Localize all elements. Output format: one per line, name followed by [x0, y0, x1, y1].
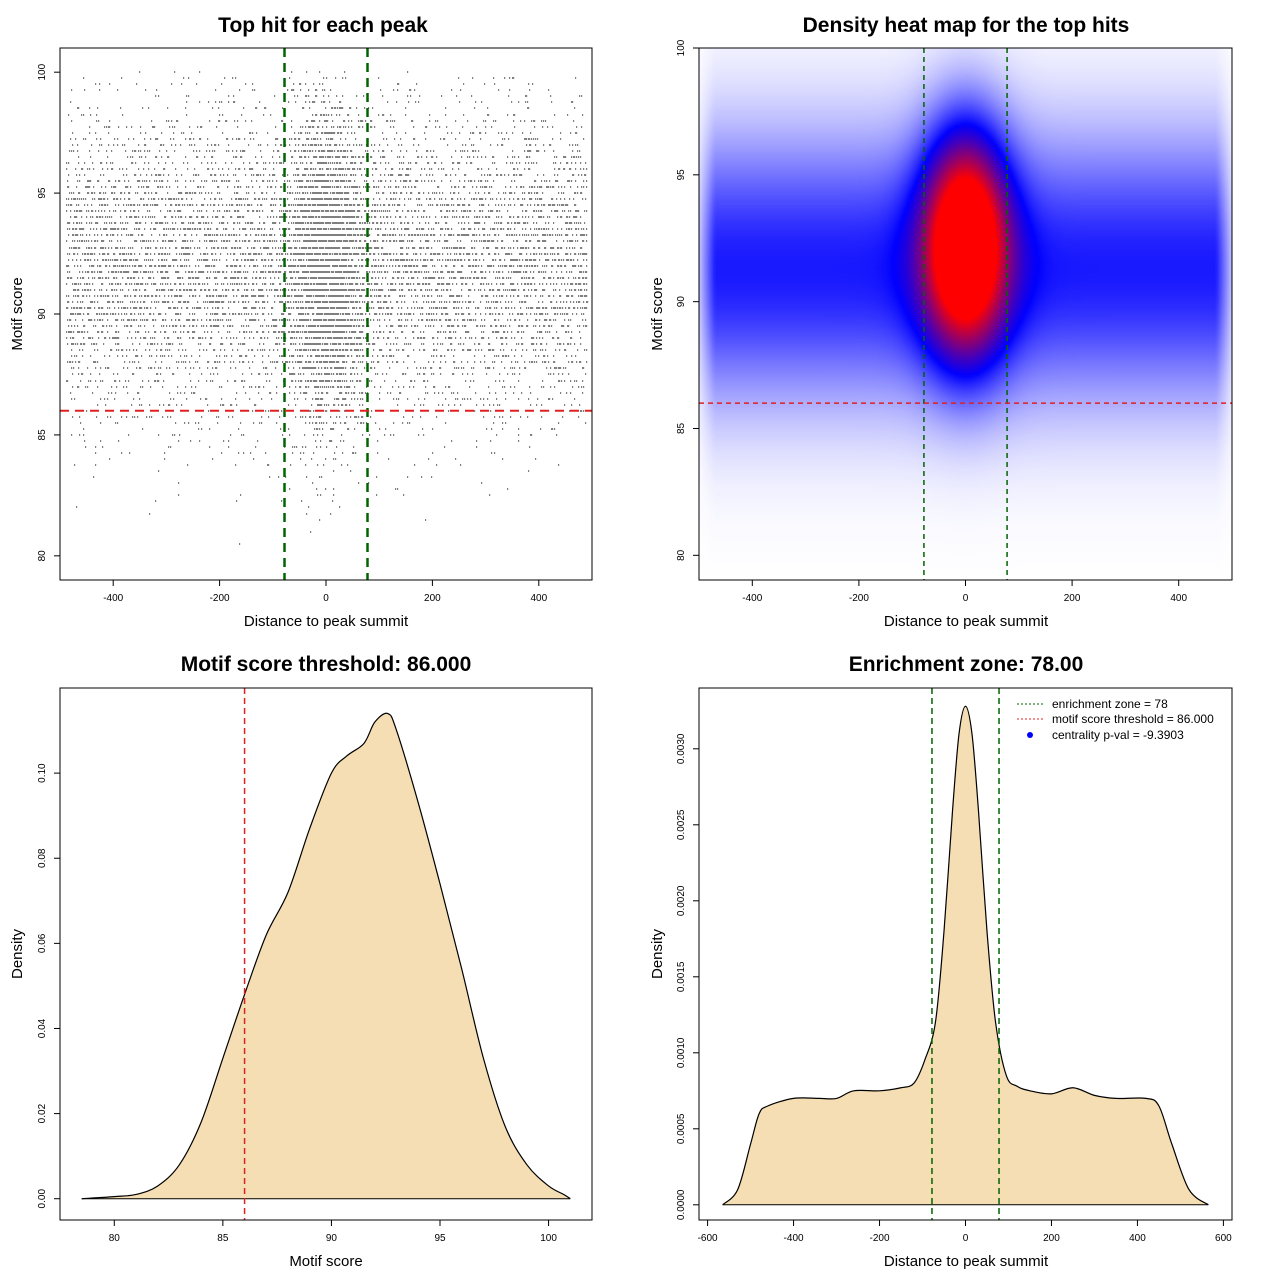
distance-density-y-tick-label: 0.0020 [676, 885, 687, 916]
heatmap-y-tick-label: 95 [676, 169, 687, 181]
distance-density-y-label: Density [649, 928, 666, 979]
score-density-y-label: Density [9, 928, 26, 979]
legend: enrichment zone = 78 motif score thresho… [1017, 697, 1214, 742]
heatmap-y-tick-label: 100 [676, 39, 687, 56]
distance-density-y-tick-label: 0.0005 [676, 1113, 687, 1144]
score-density-y-tick-label: 0.06 [37, 933, 48, 953]
heatmap-x-tick-label: 0 [963, 593, 969, 604]
scatter-y-tick-label: 85 [37, 429, 48, 441]
score-density-area [81, 713, 571, 1199]
heatmap-y-label: Motif score [649, 277, 666, 350]
score-density-x-tick-label: 90 [326, 1233, 338, 1244]
score-density-plot [81, 688, 571, 1220]
distance-density-y-tick-label: 0.0000 [676, 1189, 687, 1220]
distance-density-plot [722, 688, 1209, 1220]
score-density-y-tick-label: 0.08 [37, 848, 48, 868]
scatter-points [66, 71, 589, 545]
heatmap-x-label: Distance to peak summit [884, 613, 1049, 630]
distance-density-title: Enrichment zone: 78.00 [849, 653, 1084, 676]
score-density-x-axis: 80 85 90 95 100 [109, 1219, 557, 1244]
distance-density-x-tick-label: -200 [870, 1233, 890, 1244]
panel-scatter: Top hit for each peak -400 -200 0 200 400 80… [9, 14, 593, 630]
heatmap-y-tick-label: 80 [676, 549, 687, 561]
distance-density-x-tick-label: -400 [784, 1233, 804, 1244]
heatmap-y-axis: 80 85 90 95 100 [676, 39, 700, 561]
distance-density-x-label: Distance to peak summit [884, 1253, 1049, 1270]
panel-heatmap: Density heat map for the top hits -400 -2… [649, 14, 1233, 630]
heatmap-y-tick-label: 90 [676, 296, 687, 308]
score-density-x-label: Motif score [289, 1253, 362, 1270]
distance-density-y-tick-label: 0.0030 [676, 733, 687, 764]
legend-label-score-threshold: motif score threshold = 86.000 [1052, 712, 1214, 726]
score-density-x-tick-label: 100 [540, 1233, 557, 1244]
distance-density-x-axis: -600 -400 -200 0 200 400 600 [698, 1219, 1232, 1244]
heatmap-title: Density heat map for the top hits [803, 14, 1130, 37]
scatter-y-tick-label: 80 [37, 550, 48, 562]
distance-density-x-tick-label: 200 [1043, 1233, 1060, 1244]
scatter-y-tick-label: 100 [37, 63, 48, 80]
scatter-x-label: Distance to peak summit [244, 613, 409, 630]
panel-distance-density: Enrichment zone: 78.00 -600 -400 -200 0 200 4… [649, 653, 1233, 1270]
score-density-y-tick-label: 0.04 [37, 1018, 48, 1038]
score-density-x-tick-label: 85 [217, 1233, 229, 1244]
distance-density-x-tick-label: 600 [1215, 1233, 1232, 1244]
panel-score-density: Motif score threshold: 86.000 80 85 90 95 10… [9, 653, 593, 1270]
heatmap-x-tick-label: -200 [849, 593, 869, 604]
score-density-y-tick-label: 0.10 [37, 763, 48, 783]
scatter-y-tick-label: 95 [37, 187, 48, 199]
distance-density-area [722, 706, 1209, 1205]
scatter-x-tick-label: 400 [530, 593, 547, 604]
heatmap-y-tick-label: 85 [676, 422, 687, 434]
score-density-x-tick-label: 80 [109, 1233, 121, 1244]
heatmap-x-tick-label: -400 [742, 593, 762, 604]
scatter-y-axis: 80 85 90 95 100 [37, 63, 61, 562]
heatmap-density-image [699, 48, 1232, 580]
scatter-x-tick-label: 200 [424, 593, 441, 604]
legend-label-centrality: centrality p-val = -9.3903 [1052, 728, 1184, 742]
scatter-y-label: Motif score [9, 277, 26, 350]
distance-density-x-tick-label: 0 [963, 1233, 969, 1244]
distance-density-curve [722, 705, 1209, 1206]
score-density-x-tick-label: 95 [434, 1233, 446, 1244]
distance-density-y-tick-label: 0.0025 [676, 809, 687, 840]
distance-density-x-tick-label: -600 [698, 1233, 718, 1244]
scatter-reference-lines [60, 48, 592, 580]
distance-density-x-tick-label: 400 [1129, 1233, 1146, 1244]
score-density-title: Motif score threshold: 86.000 [181, 653, 472, 676]
score-density-curve [81, 712, 571, 1200]
scatter-y-tick-label: 90 [37, 308, 48, 320]
score-density-y-tick-label: 0.00 [37, 1189, 48, 1209]
heatmap-reference-lines [699, 48, 1232, 580]
score-density-y-tick-label: 0.02 [37, 1103, 48, 1123]
scatter-x-tick-label: 0 [323, 593, 329, 604]
score-density-y-axis: 0.00 0.02 0.04 0.06 0.08 0.10 [37, 763, 61, 1209]
legend-label-enrichment-zone: enrichment zone = 78 [1052, 697, 1168, 711]
scatter-x-tick-label: -200 [210, 593, 230, 604]
distance-density-y-tick-label: 0.0015 [676, 961, 687, 992]
scatter-title: Top hit for each peak [218, 14, 428, 37]
scatter-x-tick-label: -400 [103, 593, 123, 604]
scatter-x-axis: -400 -200 0 200 400 [103, 579, 548, 604]
heatmap-x-tick-label: 200 [1064, 593, 1081, 604]
distance-density-y-axis: 0.0000 0.0005 0.0010 0.0015 0.0020 0.0025 0.00… [676, 733, 700, 1220]
legend-swatch-centrality [1027, 732, 1033, 738]
scatter-point-cloud [66, 71, 589, 545]
heatmap-x-axis: -400 -200 0 200 400 [742, 579, 1187, 604]
distance-density-y-tick-label: 0.0010 [676, 1037, 687, 1068]
heatmap-x-tick-label: 400 [1170, 593, 1187, 604]
